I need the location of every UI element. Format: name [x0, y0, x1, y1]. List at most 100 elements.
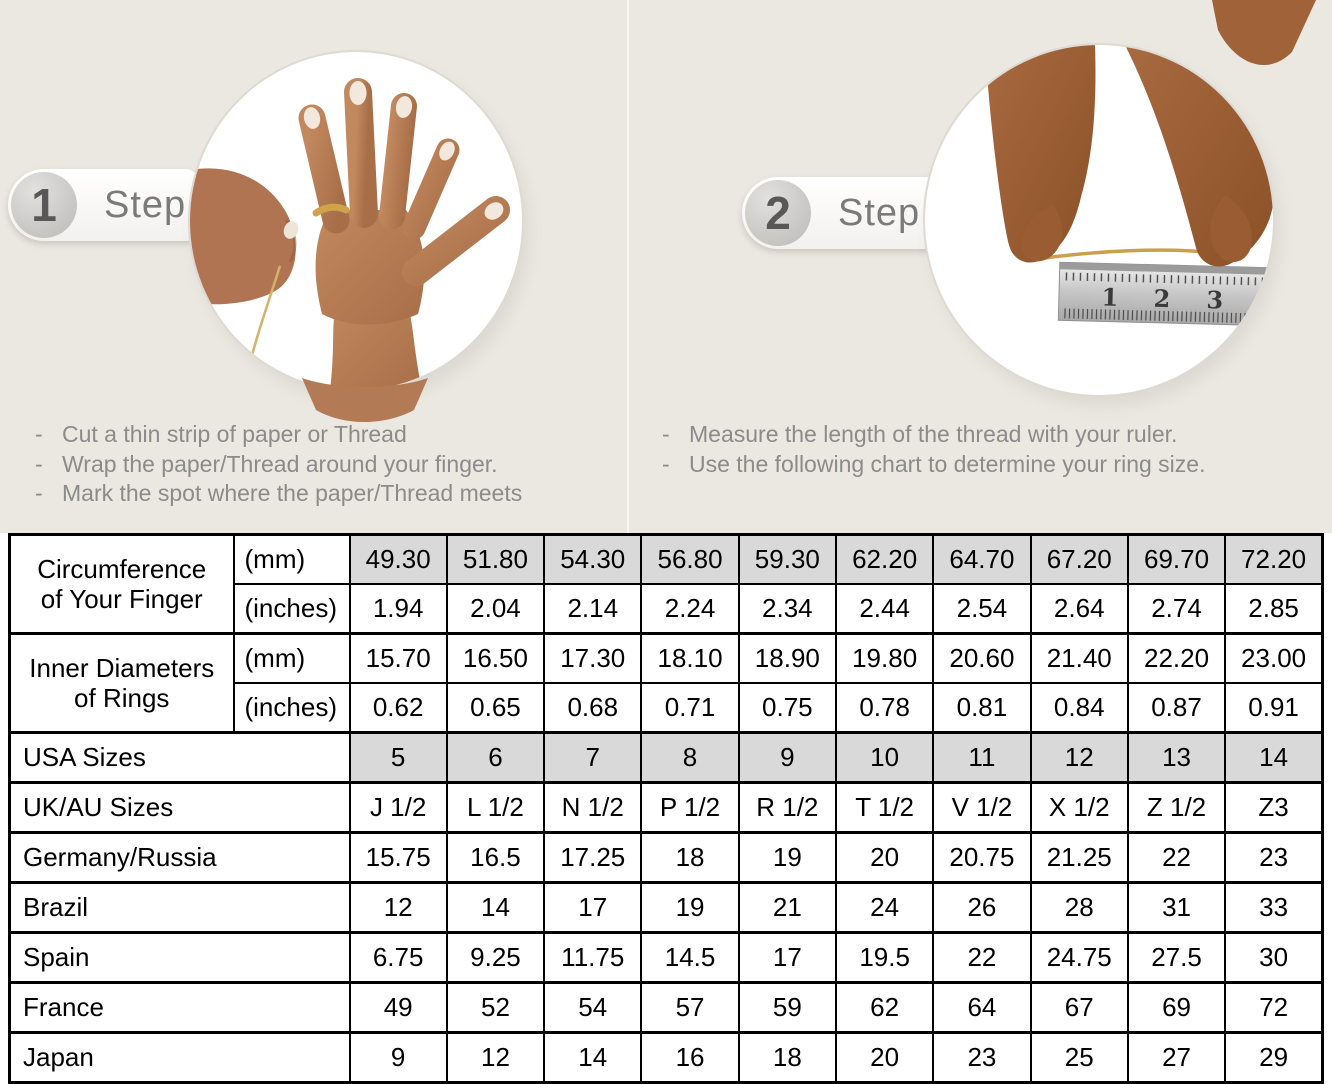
measuring-thread-illustration: 1 2 3 [985, 45, 1273, 327]
table-row: Circumference of Your Finger (mm) 49.30 51.8… [8, 533, 1324, 635]
table-cell: 0.84 [1029, 682, 1129, 734]
instruction-text: Use the following chart to determine you… [689, 450, 1206, 477]
row-group-label-line: of Your Finger [40, 584, 203, 614]
table-cell: 27.5 [1126, 931, 1227, 984]
table-cell: 17 [737, 931, 837, 984]
ring-size-table: Circumference of Your Finger (mm) 49.30 51.8… [8, 533, 1324, 1084]
size-table-body: Circumference of Your Finger (mm) 49.30 51.8… [8, 533, 1324, 1084]
table-cell: 62 [834, 981, 935, 1034]
table-cell: 2.64 [1029, 583, 1129, 635]
unit-cell: (inches) [232, 682, 351, 734]
step2-label: Step [838, 191, 921, 234]
table-cell: 59.30 [737, 533, 837, 585]
table-cell: 8 [640, 731, 740, 784]
step1-panel: 1 Step [0, 0, 627, 533]
instruction-item: - Mark the spot where the paper/Thread me… [30, 479, 620, 509]
table-cell: 57 [640, 981, 740, 1034]
table-cell: 22 [932, 931, 1032, 984]
table-cell: 20 [834, 831, 935, 884]
table-cell: 2.74 [1126, 583, 1227, 635]
instruction-text: Wrap the paper/Thread around your finger… [62, 450, 498, 477]
table-cell: 16.5 [445, 831, 546, 884]
table-cell: 17 [543, 881, 643, 934]
step2-badge: 2 Step [742, 177, 944, 249]
table-cell: 23.00 [1224, 632, 1324, 684]
table-cell: 20.60 [932, 632, 1032, 684]
table-cell: 54.30 [543, 533, 643, 585]
table-cell: 28 [1029, 881, 1129, 934]
step2-photo: 1 2 3 [925, 45, 1273, 395]
table-cell: 49.30 [348, 533, 448, 585]
hand-with-ring-illustration [190, 78, 510, 390]
table-row: USA Sizes 5 6 7 8 9 10 11 12 13 14 [8, 731, 1324, 784]
table-cell: 14 [1224, 731, 1324, 784]
assisting-hand [190, 168, 299, 390]
table-cell: 0.91 [1224, 682, 1324, 734]
table-cell: 10 [834, 731, 935, 784]
table-cell: 69.70 [1126, 533, 1227, 585]
table-cell: 15.75 [348, 831, 448, 884]
table-cell: 2.54 [932, 583, 1032, 635]
table-cell: 25 [1029, 1031, 1129, 1084]
table-cell: 9 [737, 731, 837, 784]
table-cell: 11 [932, 731, 1032, 784]
table-cell: 0.75 [737, 682, 837, 734]
table-cell: 18.90 [737, 632, 837, 684]
instructions-section: 1 Step [0, 0, 1332, 533]
table-cell: T 1/2 [834, 781, 935, 834]
table-cell: 20.75 [932, 831, 1032, 884]
panel-divider [627, 0, 629, 533]
table-cell: 56.80 [640, 533, 740, 585]
step2-number-circle: 2 [745, 180, 811, 246]
table-row: France 49 52 54 57 59 62 64 67 69 72 [8, 981, 1324, 1034]
table-cell: 24.75 [1029, 931, 1129, 984]
table-cell: 17.30 [543, 632, 643, 684]
table-cell: P 1/2 [640, 781, 740, 834]
ruler-number-1: 1 [1101, 282, 1118, 311]
row-group-label-line: Circumference [37, 554, 207, 584]
table-cell: 0.68 [543, 682, 643, 734]
table-cell: 26 [932, 881, 1032, 934]
row-label: Germany/Russia [8, 831, 351, 884]
table-cell: 30 [1224, 931, 1324, 984]
ruler-number-2: 2 [1153, 284, 1170, 313]
step1-instructions: - Cut a thin strip of paper or Thread - Wra… [30, 420, 620, 509]
row-group-label-line: Inner Diameters [29, 653, 215, 683]
table-row: (inches) 1.94 2.04 2.14 2.24 2.34 2.44 2.54 2.64… [10, 583, 1324, 635]
row-label: France [8, 981, 351, 1034]
table-row: (inches) 0.62 0.65 0.68 0.71 0.75 0.78 0.81 0.84… [10, 682, 1324, 734]
table-cell: 18.10 [640, 632, 740, 684]
table-cell: 69 [1126, 981, 1227, 1034]
fingernails [303, 81, 504, 220]
table-cell: 27 [1126, 1031, 1227, 1084]
table-cell: 2.14 [543, 583, 643, 635]
table-cell: 23 [1224, 831, 1324, 884]
table-cell: 2.44 [834, 583, 935, 635]
table-cell: 19.80 [834, 632, 935, 684]
table-cell: 17.25 [543, 831, 643, 884]
bullet-dash: - [35, 480, 43, 506]
instruction-text: Mark the spot where the paper/Thread mee… [62, 480, 523, 506]
table-cell: 19 [737, 831, 837, 884]
ruler-number-3: 3 [1206, 285, 1223, 314]
table-cell: 0.78 [834, 682, 935, 734]
table-cell: 6.75 [348, 931, 448, 984]
ruler: 1 2 3 [1057, 261, 1273, 327]
table-cell: 9 [348, 1031, 448, 1084]
table-cell: 14 [445, 881, 546, 934]
unit-cell: (mm) [232, 533, 351, 585]
table-cell: 14.5 [640, 931, 740, 984]
step1-photo [190, 52, 522, 390]
table-cell: 16 [640, 1031, 740, 1084]
table-cell: 12 [1029, 731, 1129, 784]
table-cell: 64.70 [932, 533, 1032, 585]
table-row: UK/AU Sizes J 1/2 L 1/2 N 1/2 P 1/2 R 1/2 T 1/… [8, 781, 1324, 834]
unit-cell: (mm) [232, 632, 351, 684]
row-label: UK/AU Sizes [8, 781, 351, 834]
instruction-text: Measure the length of the thread with yo… [689, 421, 1178, 447]
row-group-label: Circumference of Your Finger [8, 533, 235, 635]
row-group-label-line: of Rings [74, 683, 170, 713]
row-group-label: Inner Diameters of Rings [8, 632, 235, 734]
table-cell: 59 [737, 981, 837, 1034]
table-cell: 29 [1224, 1031, 1324, 1084]
